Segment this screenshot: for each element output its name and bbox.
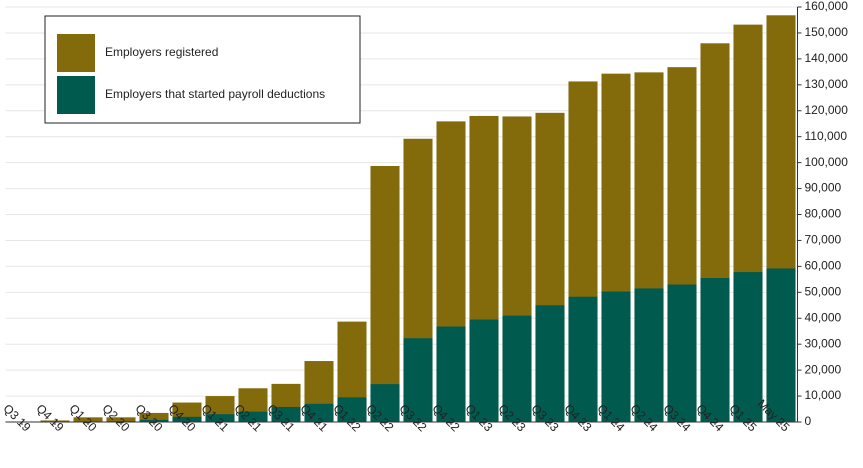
legend-box [44, 15, 361, 124]
bar [40, 420, 70, 422]
y-tick-label: 120,000 [805, 103, 849, 117]
y-tick-label: 140,000 [805, 51, 849, 65]
bar [304, 403, 334, 422]
bar [766, 268, 796, 422]
legend-label: Employers registered [105, 45, 218, 59]
bar [139, 412, 169, 422]
bar [172, 416, 202, 422]
bar [469, 319, 499, 422]
y-tick-label: 0 [805, 414, 812, 428]
y-tick-label: 80,000 [805, 207, 842, 221]
bar [667, 284, 697, 422]
y-tick-label: 160,000 [805, 0, 849, 13]
bar [238, 411, 268, 422]
y-tick-label: 50,000 [805, 284, 842, 298]
y-tick-label: 10,000 [805, 388, 842, 402]
bar [700, 278, 730, 422]
bar [601, 291, 631, 422]
legend-label: Employers that started payroll deduction… [105, 87, 325, 101]
bar [634, 288, 664, 422]
bar [733, 272, 763, 422]
x-tick-label: Q3 19 [1, 401, 34, 434]
y-tick-label: 60,000 [805, 259, 842, 273]
y-tick-label: 40,000 [805, 310, 842, 324]
bar [502, 315, 532, 422]
bar [139, 419, 169, 422]
bar [337, 397, 367, 422]
bar [106, 417, 136, 422]
legend-swatch [57, 34, 95, 72]
bar [436, 326, 466, 422]
y-tick-label: 70,000 [805, 233, 842, 247]
y-tick-label: 100,000 [805, 155, 849, 169]
bar [403, 338, 433, 422]
legend-swatch [57, 76, 95, 114]
y-tick-label: 150,000 [805, 25, 849, 39]
bar [370, 165, 400, 422]
y-tick-label: 20,000 [805, 362, 842, 376]
y-tick-label: 30,000 [805, 336, 842, 350]
bar [205, 414, 235, 422]
y-tick-label: 110,000 [805, 129, 848, 143]
x-tick-label: Q4 19 [34, 401, 67, 434]
bar [271, 406, 301, 422]
bar [568, 296, 598, 422]
bar [535, 305, 565, 422]
bar [370, 384, 400, 422]
y-tick-label: 90,000 [805, 181, 842, 195]
bar [73, 417, 103, 422]
y-tick-label: 130,000 [805, 77, 849, 91]
